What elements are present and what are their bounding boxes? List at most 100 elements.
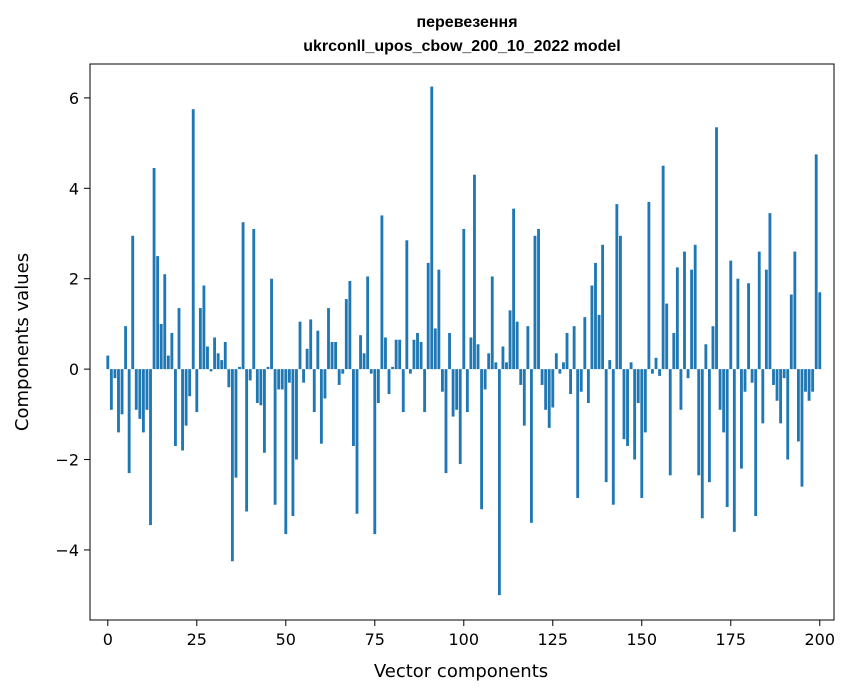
bar-component-104 xyxy=(476,344,480,370)
bar-component-114 xyxy=(512,208,516,370)
bar-component-3 xyxy=(117,369,120,433)
bar-component-53 xyxy=(295,369,298,460)
bar-component-79 xyxy=(387,369,391,394)
bar-component-197 xyxy=(807,369,811,401)
bar-component-49 xyxy=(280,369,284,390)
bar-component-89 xyxy=(423,369,427,413)
bar-component-92 xyxy=(433,328,437,370)
bar-component-143 xyxy=(615,204,619,370)
bar-component-109 xyxy=(494,362,498,370)
bar-component-74 xyxy=(369,369,373,374)
bar-component-48 xyxy=(277,369,281,390)
bar-component-115 xyxy=(515,321,519,370)
bar-component-29 xyxy=(209,369,213,372)
y-axis-ticks: −4 −2 0 2 4 6 xyxy=(55,89,90,560)
bar-component-75 xyxy=(373,369,377,535)
bar-component-166 xyxy=(697,369,701,476)
bar-component-151 xyxy=(643,369,647,433)
bar-component-60 xyxy=(319,369,323,444)
bar-component-168 xyxy=(704,344,708,370)
bar-component-177 xyxy=(736,278,740,370)
bar-component-88 xyxy=(419,342,423,370)
plot-frame xyxy=(89,63,835,621)
bar-component-44 xyxy=(263,369,266,453)
bar-component-157 xyxy=(665,303,669,370)
bar-component-13 xyxy=(152,167,156,370)
bar-component-140 xyxy=(604,369,608,483)
bar-component-178 xyxy=(740,369,743,469)
bar-component-176 xyxy=(732,369,736,532)
bar-component-149 xyxy=(636,369,640,404)
bars-group xyxy=(106,86,822,596)
bar-component-193 xyxy=(793,251,797,370)
x-axis-ticks: 0 25 50 75 100 125 150 175 200 xyxy=(103,620,835,649)
x-tick-label: 100 xyxy=(449,630,480,649)
bar-component-118 xyxy=(526,326,530,370)
bar-component-37 xyxy=(238,366,241,370)
bar-component-12 xyxy=(149,369,152,526)
x-tick-label: 175 xyxy=(715,630,746,649)
bar-component-7 xyxy=(131,235,135,370)
bar-component-126 xyxy=(554,353,558,370)
bar-component-70 xyxy=(355,369,359,514)
bar-component-83 xyxy=(401,369,405,413)
bar-component-132 xyxy=(576,369,580,498)
bar-component-42 xyxy=(255,369,259,404)
bar-component-85 xyxy=(408,369,412,374)
bar-component-94 xyxy=(441,369,444,392)
bar-component-22 xyxy=(184,369,188,426)
bar-component-165 xyxy=(693,244,697,370)
bar-component-76 xyxy=(376,369,380,404)
y-tick-label: −2 xyxy=(55,451,79,470)
bar-component-154 xyxy=(654,357,658,370)
bar-component-156 xyxy=(661,165,665,370)
bar-component-142 xyxy=(611,369,615,505)
y-tick-label: 0 xyxy=(69,360,79,379)
bar-component-4 xyxy=(120,369,124,415)
x-tick-label: 200 xyxy=(804,630,835,649)
y-tick-label: 6 xyxy=(69,89,79,108)
bar-component-18 xyxy=(170,332,174,370)
bar-component-124 xyxy=(547,369,551,428)
bar-component-59 xyxy=(316,330,320,370)
bar-component-184 xyxy=(761,369,765,424)
bar-component-120 xyxy=(533,235,537,370)
bar-component-30 xyxy=(213,337,217,370)
bar-component-67 xyxy=(344,299,348,370)
bar-component-173 xyxy=(722,369,726,433)
bar-component-66 xyxy=(341,369,345,374)
bar-component-182 xyxy=(754,369,758,517)
bar-component-9 xyxy=(138,369,142,419)
bar-component-138 xyxy=(597,314,601,370)
bar-component-93 xyxy=(437,269,441,370)
bar-component-112 xyxy=(505,362,508,370)
bar-component-56 xyxy=(305,348,309,370)
bar-component-131 xyxy=(572,326,576,370)
bar-component-77 xyxy=(380,215,384,370)
bar-component-141 xyxy=(608,360,612,370)
bar-component-167 xyxy=(700,369,704,519)
bar-component-160 xyxy=(675,267,679,370)
y-tick-label: 2 xyxy=(69,270,79,289)
bar-component-100 xyxy=(462,228,466,370)
bar-component-189 xyxy=(779,369,783,424)
bar-component-64 xyxy=(334,342,338,370)
bar-component-169 xyxy=(707,369,711,483)
bar-component-47 xyxy=(273,369,277,505)
bar-component-81 xyxy=(394,339,398,370)
x-axis-label: Vector components xyxy=(374,661,548,682)
bar-component-186 xyxy=(768,213,772,370)
bar-component-196 xyxy=(804,369,807,392)
bar-component-96 xyxy=(448,332,451,370)
bar-component-111 xyxy=(501,346,505,370)
bar-component-36 xyxy=(234,369,238,478)
bar-component-27 xyxy=(202,285,206,370)
bar-component-144 xyxy=(618,235,622,370)
bar-component-91 xyxy=(430,86,434,370)
bar-component-62 xyxy=(327,308,330,370)
y-tick-label: 4 xyxy=(69,179,79,198)
bar-component-108 xyxy=(490,276,494,370)
bar-component-188 xyxy=(775,369,779,401)
bar-component-5 xyxy=(124,326,128,370)
bar-component-103 xyxy=(473,174,476,370)
